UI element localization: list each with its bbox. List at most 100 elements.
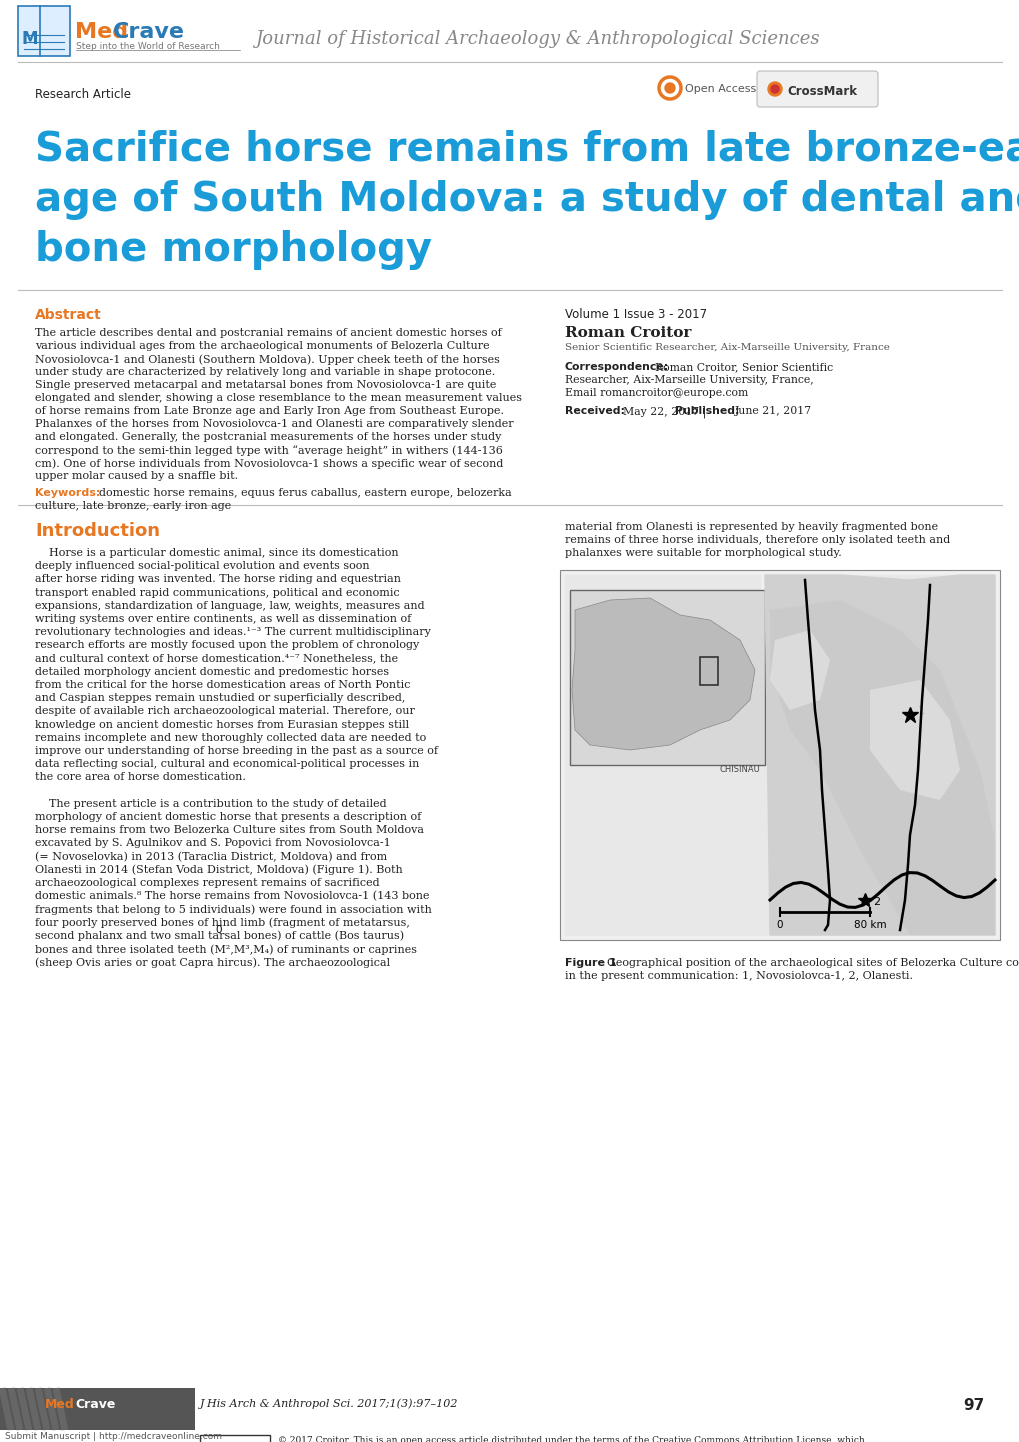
Text: 0: 0	[776, 920, 783, 930]
Text: © 2017 Croitor. This is an open access article distributed under the terms of th: © 2017 Croitor. This is an open access a…	[278, 1436, 864, 1442]
Text: from the critical for the horse domestication areas of North Pontic: from the critical for the horse domestic…	[35, 681, 410, 691]
Text: after horse riding was invented. The horse riding and equestrian: after horse riding was invented. The hor…	[35, 574, 400, 584]
Bar	[699, 658, 717, 685]
Text: 1: 1	[917, 707, 924, 717]
Text: the core area of horse domestication.: the core area of horse domestication.	[35, 773, 246, 783]
Text: elongated and slender, showing a close resemblance to the mean measurement value: elongated and slender, showing a close r…	[35, 394, 522, 402]
Text: knowledge on ancient domestic horses from Eurasian steppes still: knowledge on ancient domestic horses fro…	[35, 720, 409, 730]
Text: cm). One of horse individuals from Novosiolovca-1 shows a specific wear of secon: cm). One of horse individuals from Novos…	[35, 459, 503, 469]
Text: four poorly preserved bones of hind limb (fragment of metatarsus,: four poorly preserved bones of hind limb…	[35, 917, 410, 929]
Text: Published:: Published:	[675, 407, 739, 415]
Text: M: M	[22, 30, 39, 48]
Circle shape	[664, 84, 675, 92]
Text: archaeozoological complexes represent remains of sacrificed: archaeozoological complexes represent re…	[35, 878, 379, 888]
Text: upper molar caused by a snaffle bit.: upper molar caused by a snaffle bit.	[35, 472, 237, 482]
Text: Phalanxes of the horses from Novosiolovca-1 and Olanesti are comparatively slend: Phalanxes of the horses from Novosiolovc…	[35, 420, 514, 430]
Polygon shape	[769, 600, 994, 934]
Text: detailed morphology ancient domestic and predomestic horses: detailed morphology ancient domestic and…	[35, 666, 388, 676]
Polygon shape	[769, 630, 829, 709]
Text: Senior Scientific Researcher, Aix-Marseille University, France: Senior Scientific Researcher, Aix-Marsei…	[565, 343, 889, 352]
Text: Olanesti in 2014 (Stefan Voda District, Moldova) (Figure 1). Both: Olanesti in 2014 (Stefan Voda District, …	[35, 865, 403, 875]
Text: Novosiolovca-1 and Olanesti (Southern Moldova). Upper cheek teeth of the horses: Novosiolovca-1 and Olanesti (Southern Mo…	[35, 353, 499, 365]
Text: Crave: Crave	[113, 22, 184, 42]
Text: CHISINAU: CHISINAU	[719, 766, 760, 774]
Text: J His Arch & Anthropol Sci. 2017;1(3):97–102: J His Arch & Anthropol Sci. 2017;1(3):97…	[200, 1397, 459, 1409]
Text: Introduction: Introduction	[35, 522, 160, 539]
Text: Journal of Historical Archaeology & Anthropological Sciences: Journal of Historical Archaeology & Anth…	[255, 30, 819, 48]
Bar	[0, 1389, 195, 1430]
Text: Step into the World of Research: Step into the World of Research	[76, 42, 220, 50]
Text: (sheep Ovis aries or goat Capra hircus). The archaeozoological: (sheep Ovis aries or goat Capra hircus).…	[35, 957, 389, 968]
Polygon shape	[869, 681, 959, 800]
Text: 2: 2	[872, 897, 879, 907]
Text: deeply influenced social-political evolution and events soon: deeply influenced social-political evolu…	[35, 561, 369, 571]
Text: second phalanx and two small tarsal bones) of cattle (Bos taurus): second phalanx and two small tarsal bone…	[35, 930, 404, 942]
Text: Open Access: Open Access	[685, 84, 755, 94]
Text: excavated by S. Agulnikov and S. Popovici from Novosiolovca-1: excavated by S. Agulnikov and S. Popovic…	[35, 838, 390, 848]
Circle shape	[770, 85, 779, 92]
Text: Roman Croitor: Roman Croitor	[565, 326, 691, 340]
Bar	[570, 590, 764, 766]
Text: Abstract: Abstract	[35, 309, 102, 322]
Text: and cultural context of horse domestication.⁴⁻⁷ Nonetheless, the: and cultural context of horse domesticat…	[35, 653, 397, 663]
Text: despite of available rich archaeozoological material. Therefore, our: despite of available rich archaeozoologi…	[35, 707, 415, 717]
Text: in the present communication: 1, Novosiolovca-1, 2, Olanesti.: in the present communication: 1, Novosio…	[565, 970, 912, 981]
Polygon shape	[764, 575, 994, 934]
Text: Roman Croitor, Senior Scientific: Roman Croitor, Senior Scientific	[654, 362, 833, 372]
Text: 80 km: 80 km	[853, 920, 886, 930]
Text: bones and three isolated teeth (M²,M³,M₄) of ruminants or caprines: bones and three isolated teeth (M²,M³,M₄…	[35, 945, 417, 955]
FancyBboxPatch shape	[756, 71, 877, 107]
Text: material from Olanesti is represented by heavily fragmented bone: material from Olanesti is represented by…	[565, 522, 937, 532]
Text: Figure 1: Figure 1	[565, 957, 616, 968]
Text: age of South Moldova: a study of dental and limb: age of South Moldova: a study of dental …	[35, 180, 1019, 221]
Text: 0: 0	[215, 924, 221, 934]
Text: research efforts are mostly focused upon the problem of chronology: research efforts are mostly focused upon…	[35, 640, 419, 650]
Text: Sacrifice horse remains from late bronze-early Iron: Sacrifice horse remains from late bronze…	[35, 130, 1019, 170]
Text: correspond to the semi-thin legged type with “average height” in withers (144-13: correspond to the semi-thin legged type …	[35, 446, 502, 456]
Text: remains of three horse individuals, therefore only isolated teeth and: remains of three horse individuals, ther…	[565, 535, 950, 545]
Text: Correspondence:: Correspondence:	[565, 362, 668, 372]
Text: Single preserved metacarpal and metatarsal bones from Novosiolovca-1 are quite: Single preserved metacarpal and metatars…	[35, 381, 496, 389]
Text: Keywords:: Keywords:	[35, 487, 100, 497]
Text: of horse remains from Late Bronze age and Early Iron Age from Southeast Europe.: of horse remains from Late Bronze age an…	[35, 407, 503, 415]
Text: and Caspian steppes remain unstudied or superficially described,: and Caspian steppes remain unstudied or …	[35, 694, 405, 704]
Text: various individual ages from the archaeological monuments of Belozerla Culture: various individual ages from the archaeo…	[35, 340, 489, 350]
Bar	[559, 570, 999, 940]
Text: bone morphology: bone morphology	[35, 231, 432, 270]
Polygon shape	[572, 598, 754, 750]
Text: May 22, 2017 |: May 22, 2017 |	[623, 407, 705, 418]
Text: 97: 97	[963, 1397, 984, 1413]
Text: horse remains from two Belozerka Culture sites from South Moldova: horse remains from two Belozerka Culture…	[35, 825, 424, 835]
Text: CrossMark: CrossMark	[787, 85, 856, 98]
Text: The article describes dental and postcranial remains of ancient domestic horses : The article describes dental and postcra…	[35, 327, 501, 337]
Text: morphology of ancient domestic horse that presents a description of: morphology of ancient domestic horse tha…	[35, 812, 421, 822]
Text: remains incomplete and new thoroughly collected data are needed to: remains incomplete and new thoroughly co…	[35, 733, 426, 743]
Bar	[200, 1435, 270, 1442]
Text: Researcher, Aix-Marseille University, France,: Researcher, Aix-Marseille University, Fr…	[565, 375, 813, 385]
Text: Volume 1 Issue 3 - 2017: Volume 1 Issue 3 - 2017	[565, 309, 706, 322]
Text: domestic animals.⁸ The horse remains from Novosiolovca-1 (143 bone: domestic animals.⁸ The horse remains fro…	[35, 891, 429, 901]
Polygon shape	[565, 575, 994, 934]
Text: domestic horse remains, equus ferus caballus, eastern europe, belozerka: domestic horse remains, equus ferus caba…	[99, 487, 512, 497]
Text: revolutionary technologies and ideas.¹⁻³ The current multidisciplinary: revolutionary technologies and ideas.¹⁻³…	[35, 627, 430, 637]
Text: culture, late bronze, early iron age: culture, late bronze, early iron age	[35, 500, 231, 510]
Text: data reflecting social, cultural and economical-political processes in: data reflecting social, cultural and eco…	[35, 758, 419, 769]
Text: Email romancroitor@europe.com: Email romancroitor@europe.com	[565, 388, 748, 398]
Text: (= Novoselovka) in 2013 (Taraclia District, Moldova) and from: (= Novoselovka) in 2013 (Taraclia Distri…	[35, 852, 387, 862]
Bar	[18, 6, 70, 56]
Text: The present article is a contribution to the study of detailed: The present article is a contribution to…	[35, 799, 386, 809]
Text: phalanxes were suitable for morphological study.: phalanxes were suitable for morphologica…	[565, 548, 841, 558]
Text: under study are characterized by relatively long and variable in shape protocone: under study are characterized by relativ…	[35, 368, 495, 376]
Text: Horse is a particular domestic animal, since its domestication: Horse is a particular domestic animal, s…	[35, 548, 398, 558]
Text: fragments that belong to 5 individuals) were found in association with: fragments that belong to 5 individuals) …	[35, 904, 431, 916]
Text: June 21, 2017: June 21, 2017	[735, 407, 811, 415]
Text: Received:: Received:	[565, 407, 625, 415]
Text: Crave: Crave	[75, 1397, 115, 1412]
Text: Research Article: Research Article	[35, 88, 130, 101]
Text: transport enabled rapid communications, political and economic: transport enabled rapid communications, …	[35, 587, 399, 597]
Text: improve our understanding of horse breeding in the past as a source of: improve our understanding of horse breed…	[35, 746, 437, 756]
Text: writing systems over entire continents, as well as dissemination of: writing systems over entire continents, …	[35, 614, 411, 624]
Circle shape	[767, 82, 782, 97]
Text: and elongated. Generally, the postcranial measurements of the horses under study: and elongated. Generally, the postcrania…	[35, 433, 501, 443]
Text: Submit Manuscript | http://medcraveonline.com: Submit Manuscript | http://medcraveonlin…	[5, 1432, 222, 1441]
